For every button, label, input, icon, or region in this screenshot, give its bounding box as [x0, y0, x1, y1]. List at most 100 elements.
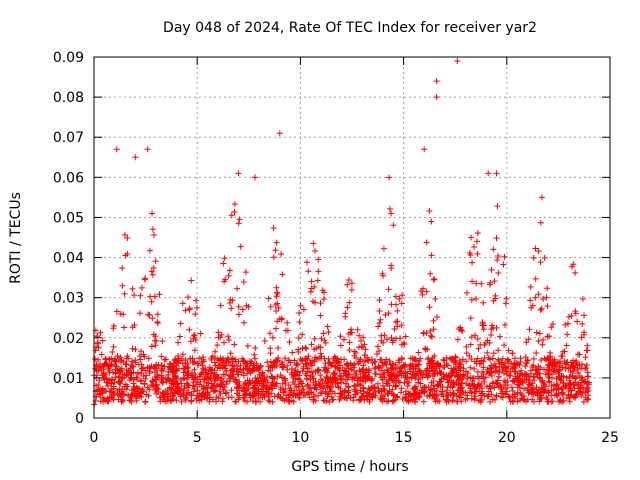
roti-point	[226, 375, 233, 382]
roti-point	[249, 397, 256, 404]
roti-point	[152, 333, 159, 340]
roti-point	[570, 261, 577, 268]
roti-point	[147, 293, 154, 300]
roti-point	[128, 391, 135, 398]
roti-point	[407, 362, 414, 369]
roti-point	[530, 391, 537, 398]
roti-point	[137, 348, 144, 355]
roti-point	[388, 334, 395, 341]
y-tick-label: 0.01	[53, 371, 84, 387]
roti-point	[272, 247, 279, 254]
roti-point	[450, 396, 457, 403]
roti-point	[381, 370, 388, 377]
roti-point	[337, 333, 344, 340]
roti-point	[182, 307, 189, 314]
roti-point	[269, 334, 276, 341]
roti-point	[373, 370, 380, 377]
roti-point	[455, 377, 462, 384]
roti-point	[193, 395, 200, 402]
roti-point	[211, 378, 218, 385]
roti-point	[440, 371, 447, 378]
roti-point	[546, 361, 553, 368]
y-tick-label: 0.06	[53, 170, 84, 186]
roti-point	[321, 397, 328, 404]
roti-point	[143, 372, 150, 379]
roti-point	[443, 354, 450, 361]
roti-point	[131, 390, 138, 397]
roti-point	[473, 280, 480, 287]
roti-point	[568, 312, 575, 319]
roti-point	[358, 337, 365, 344]
roti-point	[240, 357, 247, 364]
roti-point	[356, 332, 363, 339]
roti-point	[252, 374, 259, 381]
roti-point	[321, 355, 328, 362]
roti-point	[228, 387, 235, 394]
roti-point	[187, 355, 194, 362]
roti-point	[560, 392, 567, 399]
roti-point	[543, 394, 550, 401]
roti-point	[162, 387, 169, 394]
roti-point	[192, 311, 199, 318]
roti-point	[273, 362, 280, 369]
roti-point	[128, 375, 135, 382]
roti-point	[318, 335, 325, 342]
roti-point	[334, 380, 341, 387]
roti-point	[517, 359, 524, 366]
roti-point	[279, 380, 286, 387]
roti-point	[534, 369, 541, 376]
roti-point	[377, 356, 384, 363]
roti-point	[326, 398, 333, 405]
roti-point	[315, 256, 322, 263]
roti-point	[532, 275, 539, 282]
roti-point	[185, 368, 192, 375]
roti-point	[394, 323, 401, 330]
roti-point	[113, 146, 120, 153]
roti-point	[584, 342, 591, 349]
roti-point	[218, 381, 225, 388]
roti-point	[491, 360, 498, 367]
roti-point	[312, 247, 319, 254]
roti-point	[342, 313, 349, 320]
roti-point	[537, 307, 544, 314]
roti-point	[536, 375, 543, 382]
roti-point	[275, 304, 282, 311]
roti-point	[487, 279, 494, 286]
roti-point	[312, 384, 319, 391]
roti-point	[269, 364, 276, 371]
roti-point	[279, 396, 286, 403]
roti-point	[537, 219, 544, 226]
roti-point	[200, 358, 207, 365]
roti-point	[325, 379, 332, 386]
roti-point	[114, 391, 121, 398]
roti-point	[270, 379, 277, 386]
roti-point	[352, 391, 359, 398]
roti-point	[223, 381, 230, 388]
roti-point	[262, 377, 269, 384]
roti-point	[129, 324, 136, 331]
roti-point	[540, 336, 547, 343]
roti-point	[525, 336, 532, 343]
roti-point	[439, 388, 446, 395]
roti-point	[184, 381, 191, 388]
roti-point	[581, 312, 588, 319]
roti-point	[241, 394, 248, 401]
roti-point	[154, 373, 161, 380]
roti-point	[569, 372, 576, 379]
roti-point	[573, 374, 580, 381]
roti-point	[388, 210, 395, 217]
roti-point	[386, 358, 393, 365]
y-axis-title: ROTI / TECUs	[8, 192, 24, 284]
roti-point	[320, 296, 327, 303]
roti-point	[402, 333, 409, 340]
roti-point	[427, 327, 434, 334]
roti-point	[130, 380, 137, 387]
roti-point	[346, 347, 353, 354]
roti-point	[182, 357, 189, 364]
roti-point	[306, 394, 313, 401]
roti-point	[297, 377, 304, 384]
roti-point	[225, 337, 232, 344]
roti-point	[493, 235, 500, 242]
roti-point	[421, 146, 428, 153]
roti-point	[469, 278, 476, 285]
